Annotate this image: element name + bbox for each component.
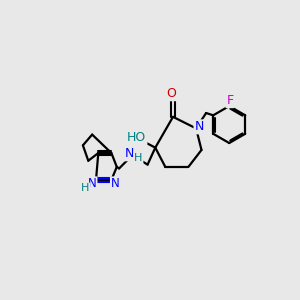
Text: O: O — [167, 87, 176, 100]
Text: F: F — [226, 94, 233, 107]
Text: N: N — [88, 177, 97, 190]
Text: N: N — [124, 147, 134, 160]
Text: HO: HO — [127, 131, 146, 144]
Text: H: H — [134, 153, 142, 164]
Text: H: H — [81, 184, 89, 194]
Text: N: N — [194, 120, 204, 134]
Text: N: N — [111, 177, 120, 190]
